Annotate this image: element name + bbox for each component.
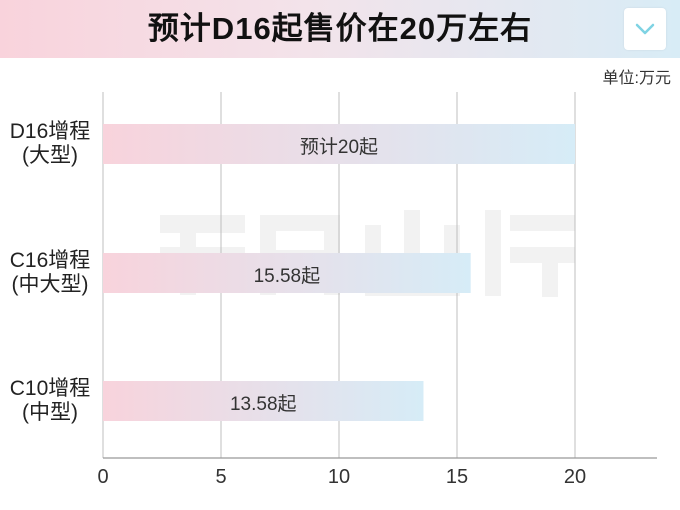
category-label-line: C16增程 xyxy=(9,249,91,272)
x-tick-label: 20 xyxy=(563,466,587,488)
category-label: C10增程 (中型) xyxy=(0,377,100,425)
x-tick-label: 10 xyxy=(327,466,351,488)
category-label: C16增程 (中大型) xyxy=(0,249,100,297)
x-tick-label: 5 xyxy=(215,466,227,488)
bar xyxy=(103,253,471,293)
x-tick-label: 0 xyxy=(97,466,109,488)
category-label-line: (中大型) xyxy=(11,273,89,296)
chart-title: 预计D16起售价在20万左右 xyxy=(147,11,533,46)
bar xyxy=(103,381,424,421)
category-label-line: C10增程 xyxy=(9,377,91,400)
category-label: D16增程 (大型) xyxy=(0,120,100,168)
bar-data-label: 13.58起 xyxy=(229,394,297,415)
category-label-line: (中型) xyxy=(22,401,78,424)
collapse-button[interactable] xyxy=(624,8,666,50)
bar-data-label: 15.58起 xyxy=(253,266,321,287)
bar xyxy=(103,124,575,164)
x-tick-label: 15 xyxy=(445,466,469,488)
bar-data-label: 预计20起 xyxy=(299,137,379,158)
category-label-line: D16增程 xyxy=(9,120,91,143)
title-banner xyxy=(0,0,680,58)
unit-label: 单位:万元 xyxy=(602,70,671,87)
category-label-line: (大型) xyxy=(22,144,78,167)
chevron-down-icon xyxy=(635,23,655,35)
